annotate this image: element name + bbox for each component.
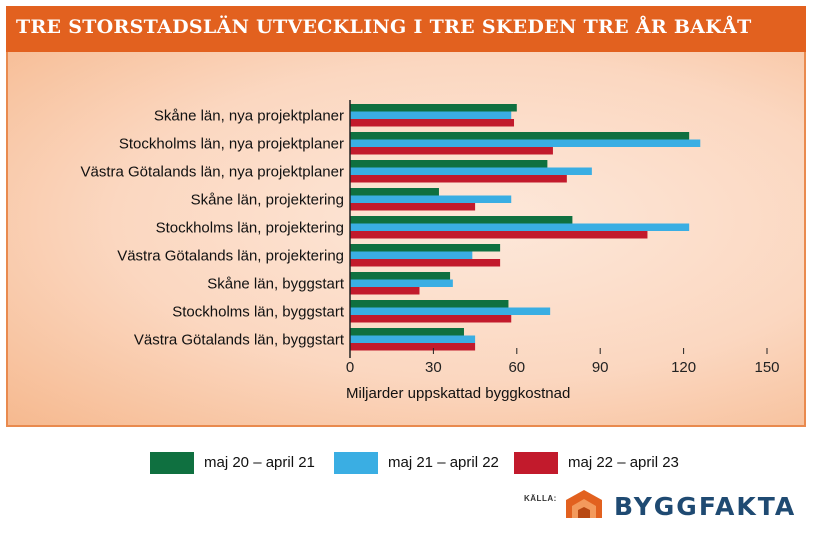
source-credit: KÄLLA: BYGGFAKTA: [524, 488, 804, 522]
category-label: Västra Götalands län, byggstart: [134, 331, 345, 348]
category-labels: Skåne län, nya projektplaner Stockholms l…: [81, 107, 345, 348]
bar: [350, 343, 476, 351]
bar: [350, 104, 517, 112]
category-label: Skåne län, byggstart: [207, 275, 345, 292]
x-tick-label: 30: [425, 359, 442, 376]
x-tick-label: 60: [508, 359, 525, 376]
bar: [350, 139, 701, 147]
bar: [350, 335, 476, 343]
x-tick-label: 120: [671, 359, 696, 376]
bar: [350, 175, 567, 183]
bar: [350, 279, 453, 287]
chart-title: TRE STORSTADSLÄN UTVECKLING I TRE SKEDEN…: [16, 16, 752, 38]
bar: [350, 251, 473, 259]
x-axis-title: Miljarder uppskattad byggkostnad: [346, 385, 570, 402]
bar: [350, 307, 551, 315]
bar: [350, 300, 509, 308]
bar: [350, 119, 515, 127]
bar: [350, 195, 512, 203]
source-brand: BYGGFAKTA: [614, 492, 797, 521]
bar: [350, 287, 420, 295]
bar: [350, 111, 512, 119]
category-label: Skåne län, nya projektplaner: [154, 107, 344, 124]
bar: [350, 203, 476, 211]
source-label: KÄLLA:: [524, 494, 557, 503]
chart-header: TRE STORSTADSLÄN UTVECKLING I TRE SKEDEN…: [6, 6, 806, 52]
bar: [350, 188, 439, 196]
chart-panel: Skåne län, nya projektplaner Stockholms l…: [6, 52, 806, 427]
legend-swatch: [150, 452, 194, 474]
legend-label: maj 20 – april 21: [204, 454, 315, 471]
bar-chart: Skåne län, nya projektplaner Stockholms l…: [81, 100, 780, 402]
category-label: Skåne län, projektering: [191, 191, 344, 208]
category-label: Stockholms län, projektering: [156, 219, 344, 236]
category-label: Västra Götalands län, projektering: [117, 247, 344, 264]
bar: [350, 160, 548, 168]
byggfakta-logo-icon: [566, 490, 602, 518]
bar: [350, 244, 501, 252]
bar: [350, 167, 592, 175]
bar: [350, 259, 501, 267]
legend-swatch: [334, 452, 378, 474]
bar: [350, 328, 464, 336]
bar: [350, 231, 648, 239]
x-tick-label: 90: [592, 359, 609, 376]
legend-label: maj 21 – april 22: [388, 454, 499, 471]
bar: [350, 315, 512, 323]
bars-group: [350, 104, 701, 351]
x-tick-label: 0: [346, 359, 354, 376]
category-label: Västra Götalands län, nya projektplaner: [81, 163, 345, 180]
bar: [350, 147, 553, 155]
category-label: Stockholms län, byggstart: [172, 303, 345, 320]
legend-label: maj 22 – april 23: [568, 454, 679, 471]
bar: [350, 272, 451, 280]
x-axis-ticks: 0 30 60 90 120 150: [346, 348, 780, 376]
legend: maj 20 – april 21 maj 21 – april 22 maj 22…: [150, 450, 710, 476]
legend-swatch: [514, 452, 558, 474]
bar: [350, 223, 690, 231]
bar: [350, 132, 690, 140]
bar: [350, 216, 573, 224]
category-label: Stockholms län, nya projektplaner: [119, 135, 344, 152]
x-tick-label: 150: [754, 359, 779, 376]
